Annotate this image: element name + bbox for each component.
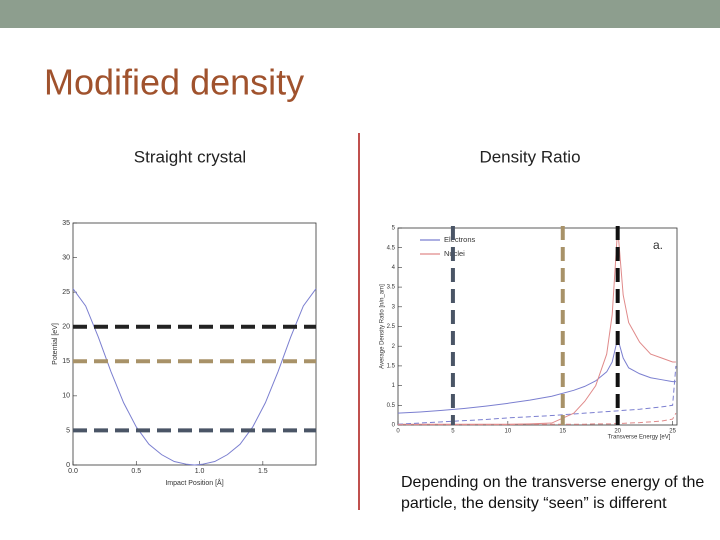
y-tick-label: 2 bbox=[392, 344, 396, 350]
caption: Depending on the transverse energy of th… bbox=[401, 474, 705, 512]
chart-subtitle: Straight crystal bbox=[134, 147, 246, 166]
legend-label: Electrons bbox=[444, 235, 476, 244]
y-tick-label: 4 bbox=[392, 265, 396, 271]
chart-subtitle: Density Ratio bbox=[479, 147, 580, 166]
y-tick-label: 3.5 bbox=[387, 285, 396, 291]
x-tick-label: 1.0 bbox=[195, 468, 205, 475]
y-tick-label: 20 bbox=[62, 324, 70, 331]
x-tick-label: 5 bbox=[451, 429, 455, 435]
slide-title: Modified density bbox=[44, 62, 304, 103]
top-bar bbox=[0, 0, 720, 28]
y-tick-label: 3 bbox=[392, 304, 396, 310]
y-tick-label: 30 bbox=[62, 254, 70, 261]
x-tick-label: 0.5 bbox=[131, 468, 141, 475]
x-axis-label: Impact Position [Å] bbox=[165, 478, 223, 487]
y-tick-label: 0 bbox=[392, 423, 396, 429]
plot-frame bbox=[72, 222, 317, 466]
series-line bbox=[398, 412, 677, 426]
y-tick-label: 4.5 bbox=[387, 245, 396, 251]
series-line bbox=[398, 227, 676, 425]
y-axis-label: Average Density Ratio [n/n_am] bbox=[380, 284, 386, 369]
x-tick-label: 1.5 bbox=[258, 468, 268, 475]
x-tick-label: 0.0 bbox=[68, 468, 78, 475]
y-tick-label: 5 bbox=[392, 226, 396, 232]
plot-frame bbox=[397, 227, 678, 426]
x-tick-label: 10 bbox=[504, 429, 511, 435]
x-tick-label: 20 bbox=[614, 429, 621, 435]
y-tick-label: 5 bbox=[66, 427, 70, 434]
y-tick-label: 15 bbox=[62, 358, 70, 365]
y-tick-label: 1.5 bbox=[387, 363, 396, 369]
series-line bbox=[397, 365, 677, 425]
y-tick-label: 25 bbox=[62, 289, 70, 296]
series-line bbox=[397, 338, 676, 414]
x-axis-label: Transverse Energy [eV] bbox=[608, 435, 671, 441]
y-tick-label: 2.5 bbox=[387, 324, 396, 330]
x-tick-label: 15 bbox=[559, 429, 566, 435]
y-tick-label: 10 bbox=[62, 393, 70, 400]
y-tick-label: 0 bbox=[66, 462, 70, 469]
y-tick-label: 35 bbox=[62, 220, 70, 227]
series-line bbox=[72, 288, 317, 466]
y-axis-label: Potential [eV] bbox=[52, 323, 59, 365]
y-tick-label: 0.5 bbox=[387, 403, 396, 409]
annotation: a. bbox=[653, 238, 663, 252]
x-tick-label: 25 bbox=[669, 429, 676, 435]
x-tick-label: 0 bbox=[396, 429, 400, 435]
y-tick-label: 1 bbox=[392, 383, 396, 389]
